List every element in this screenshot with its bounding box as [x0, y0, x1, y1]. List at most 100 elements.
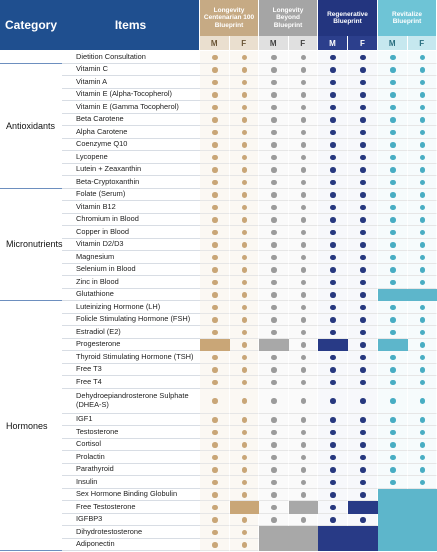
dot: [271, 317, 277, 323]
dot: [300, 142, 306, 148]
dot: [360, 442, 366, 448]
item-label: Insulin: [62, 476, 200, 489]
filled-cell: [348, 501, 378, 514]
item-label: Vitamin E (Gamma Tocopherol): [62, 101, 200, 114]
dot: [360, 242, 366, 248]
dot: [360, 342, 366, 348]
item-label: Progesterone: [62, 339, 200, 351]
dot: [241, 204, 247, 210]
dot: [360, 292, 366, 298]
dot: [241, 454, 247, 460]
dot: [271, 104, 277, 110]
dot: [212, 479, 218, 485]
category-label: Antioxidants: [0, 64, 62, 189]
dot: [330, 154, 336, 160]
dot: [212, 279, 218, 285]
dot: [330, 79, 336, 85]
filled-cell: [259, 526, 289, 539]
dot: [419, 398, 425, 404]
dot: [419, 142, 425, 148]
dot: [241, 154, 247, 160]
dot: [360, 467, 366, 473]
dot: [300, 317, 306, 323]
dot: [212, 104, 218, 110]
dot: [212, 154, 218, 160]
dot: [360, 79, 366, 85]
dot: [212, 454, 218, 460]
dot: [360, 179, 366, 185]
filled-cell: [318, 538, 348, 551]
dot: [212, 317, 218, 323]
dot: [300, 92, 306, 98]
dot: [271, 267, 277, 273]
dot: [330, 117, 336, 123]
dot: [360, 67, 366, 73]
dot: [212, 442, 218, 448]
dot: [390, 67, 396, 73]
dot: [300, 179, 306, 185]
dot: [390, 217, 396, 223]
dot: [241, 217, 247, 223]
dot: [419, 467, 425, 473]
dot: [330, 517, 336, 523]
dot: [360, 117, 366, 123]
dot: [390, 104, 396, 110]
dot: [330, 354, 336, 360]
item-label: Vitamin A: [62, 76, 200, 89]
filled-cell: [200, 338, 230, 351]
dot: [390, 379, 396, 385]
item-label: Estradiol (E2): [62, 326, 200, 339]
sex-label: F: [348, 36, 377, 50]
dot: [241, 317, 247, 323]
dot: [419, 104, 425, 110]
dot: [419, 242, 425, 248]
dot: [330, 317, 336, 323]
dot: [419, 354, 425, 360]
dot: [212, 204, 218, 210]
sex-label: M: [318, 36, 347, 50]
dot: [212, 217, 218, 223]
dot: [419, 117, 425, 123]
dot: [390, 454, 396, 460]
dot: [390, 129, 396, 135]
dot: [360, 329, 366, 335]
dot: [330, 204, 336, 210]
filled-cell: [378, 288, 408, 301]
dot: [300, 304, 306, 310]
dot: [330, 398, 336, 404]
dot: [271, 67, 277, 73]
sex-label: M: [378, 36, 407, 50]
dot: [212, 429, 218, 435]
filled-cell: [318, 526, 348, 539]
dot: [390, 398, 396, 404]
dot: [212, 529, 218, 535]
dot: [390, 442, 396, 448]
dot: [360, 217, 366, 223]
dot: [212, 179, 218, 185]
dot: [330, 329, 336, 335]
dot: [300, 479, 306, 485]
dot: [300, 342, 306, 348]
dot: [212, 129, 218, 135]
filled-cell: [288, 501, 318, 514]
dot: [300, 254, 306, 260]
dot: [300, 267, 306, 273]
dot: [390, 229, 396, 235]
item-label: Chromium in Blood: [62, 214, 200, 226]
dot: [241, 342, 247, 348]
dot: [330, 54, 336, 60]
dot: [241, 429, 247, 435]
dot: [300, 242, 306, 248]
dot: [241, 329, 247, 335]
item-label: Dietition Consultation: [62, 51, 200, 64]
dot: [212, 329, 218, 335]
dot: [360, 479, 366, 485]
dot: [241, 192, 247, 198]
dot: [330, 279, 336, 285]
dot: [212, 379, 218, 385]
dot: [271, 92, 277, 98]
dot: [360, 379, 366, 385]
dot: [212, 417, 218, 423]
dot: [212, 254, 218, 260]
